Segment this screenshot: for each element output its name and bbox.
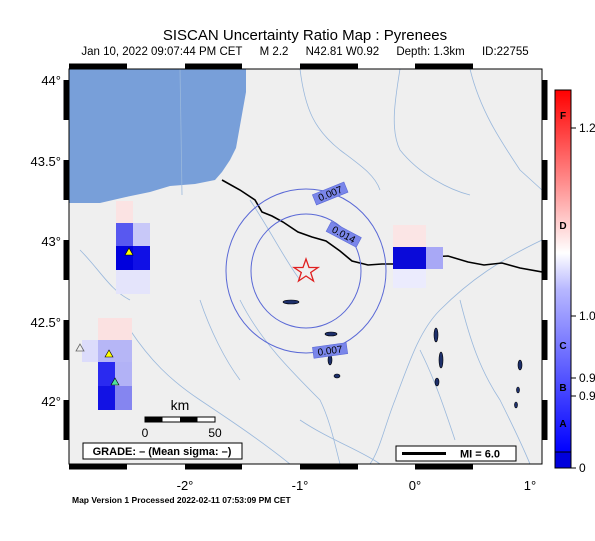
colorbar-value: 0 <box>579 461 586 475</box>
colorbar <box>554 89 572 453</box>
rivers <box>79 69 542 464</box>
ratio-cells <box>82 201 443 410</box>
colorbar-letter: C <box>559 341 566 352</box>
mi-text: MI = 6.0 <box>460 449 500 461</box>
event-location: N42.81 W0.92 <box>305 46 380 58</box>
country-border <box>221 179 542 273</box>
footer-processed: Map Version 1 Processed 2022-02-11 07:53… <box>72 495 291 505</box>
x-tick-label: 0° <box>409 478 421 493</box>
colorbar-min-swatch <box>554 451 572 469</box>
colorbar-letter: D <box>559 221 566 232</box>
lakes <box>282 299 523 409</box>
frame-ticks <box>63 63 548 470</box>
colorbar-value: 1.0 <box>579 309 595 323</box>
colorbar-letter: B <box>559 383 566 394</box>
colorbar-value: 0.9 <box>579 389 595 403</box>
station-triangle <box>104 349 114 358</box>
map-title: SISCAN Uncertainty Ratio Map : Pyrenees <box>162 27 448 44</box>
colorbar-ticks <box>571 127 576 469</box>
contour-label: 0.007 <box>312 342 349 359</box>
event-depth: Depth: 1.3km <box>396 46 465 58</box>
x-tick-label: 1° <box>524 478 536 493</box>
y-tick-label: 43.5° <box>30 154 61 169</box>
uncertainty-contours <box>225 188 387 354</box>
mi-box <box>395 445 517 462</box>
colorbar-letter: A <box>559 419 566 430</box>
x-tick-label: -1° <box>292 478 309 493</box>
colorbar-letter: F <box>560 111 566 122</box>
x-tick-label: -2° <box>177 478 194 493</box>
svg-text:0.007: 0.007 <box>317 344 344 358</box>
y-tick-label: 42° <box>41 394 61 409</box>
grade-box <box>82 442 243 460</box>
bay-of-biscay <box>69 69 246 203</box>
station-triangle <box>110 377 120 386</box>
scale-bar <box>144 416 216 423</box>
grade-text: GRADE: – (Mean sigma: –) <box>93 446 232 458</box>
map-subtitle: Jan 10, 2022 09:07:44 PM CET M 2.2 N42.8… <box>0 46 595 58</box>
colorbar-value: 0.9 <box>579 371 595 385</box>
map-area <box>69 69 542 464</box>
event-datetime: Jan 10, 2022 09:07:44 PM CET <box>81 46 243 58</box>
y-tick-label: 43° <box>41 234 61 249</box>
scale-min: 0 <box>142 426 149 440</box>
station-triangle <box>124 247 134 256</box>
event-id: ID:22755 <box>481 46 529 58</box>
epicenter-star <box>291 257 321 283</box>
y-tick-label: 44° <box>41 73 61 88</box>
scale-unit: km <box>171 397 190 413</box>
station-triangle <box>75 343 85 352</box>
scale-max: 50 <box>208 426 222 440</box>
map-frame <box>68 68 543 465</box>
colorbar-value: 1.2 <box>579 121 595 135</box>
event-magnitude: M 2.2 <box>259 46 289 58</box>
y-tick-label: 42.5° <box>30 315 61 330</box>
